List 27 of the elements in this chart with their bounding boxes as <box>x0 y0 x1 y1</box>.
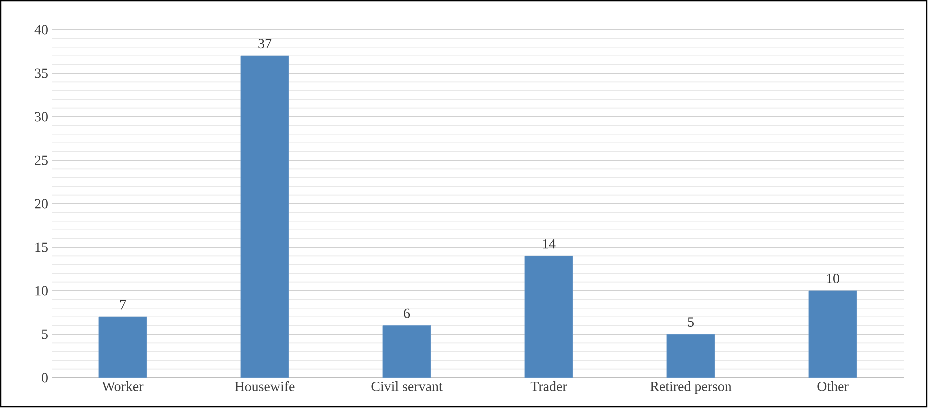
data-label: 5 <box>688 318 694 327</box>
bar <box>98 316 148 378</box>
bar <box>382 326 432 378</box>
y-tick-label: 25 <box>35 156 48 166</box>
y-tick-label: 30 <box>35 112 48 122</box>
x-tick-label: Civil servant <box>372 382 443 392</box>
data-label: 7 <box>120 300 126 310</box>
y-tick-label: 15 <box>36 242 48 252</box>
y-tick-label: 10 <box>36 286 48 296</box>
y-tick-label: 35 <box>35 68 48 78</box>
y-tick-label: 40 <box>34 25 48 35</box>
y-tick-label: 0 <box>42 373 48 383</box>
x-tick-label: Trader <box>530 382 568 392</box>
bar <box>666 334 716 378</box>
data-label: 10 <box>827 274 840 284</box>
bar <box>240 56 290 378</box>
data-label: 6 <box>404 308 410 318</box>
x-tick-label: Retired person <box>650 382 732 394</box>
x-tick-label: Worker <box>102 382 144 392</box>
y-tick-label: 5 <box>42 330 48 340</box>
y-tick-label: 20 <box>35 199 48 209</box>
bar <box>808 290 858 378</box>
data-label: 14 <box>543 239 556 249</box>
x-tick-label: Housewife <box>235 382 295 392</box>
data-label: 37 <box>258 39 272 49</box>
x-tick-label: Other <box>818 382 849 392</box>
bar <box>524 256 574 378</box>
